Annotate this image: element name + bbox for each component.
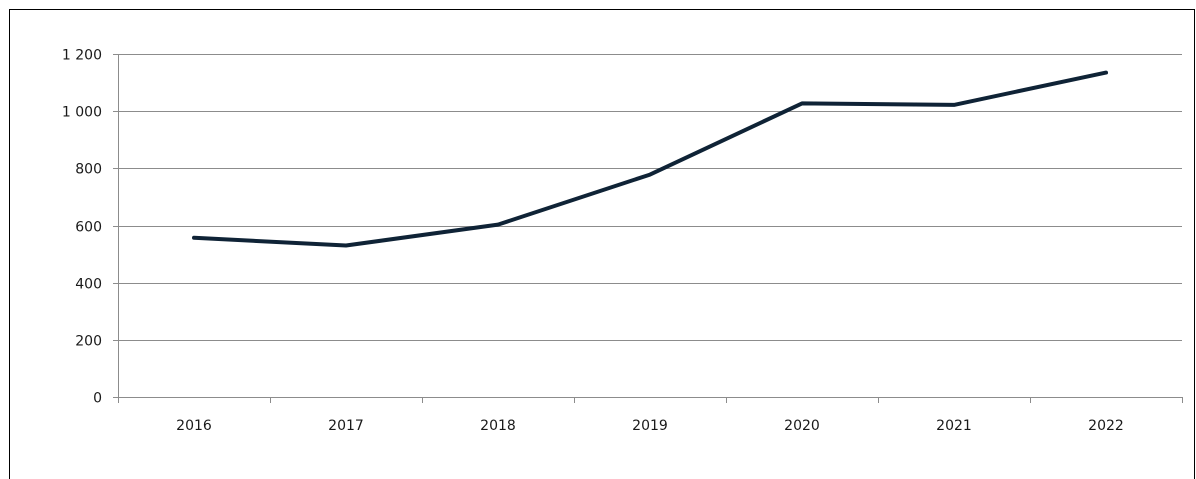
axes [113, 54, 1183, 403]
y-tick-label: 0 [93, 391, 102, 407]
series-group [192, 70, 1108, 248]
grid-lines [118, 54, 1182, 341]
y-tick-label: 200 [75, 334, 102, 350]
x-tick-label: 2016 [176, 418, 212, 434]
y-tick-label: 1 000 [62, 105, 102, 121]
x-tick-label: 2018 [480, 418, 516, 434]
x-tick-label: 2017 [328, 418, 364, 434]
y-tick-label: 600 [75, 220, 102, 236]
x-tick-label: 2019 [632, 418, 668, 434]
chart-frame [9, 9, 1195, 479]
x-tick-label: 2020 [784, 418, 820, 434]
x-tick-label: 2021 [936, 418, 972, 434]
x-tick-label: 2022 [1088, 418, 1124, 434]
y-tick-label: 400 [75, 277, 102, 293]
y-tick-label: 800 [75, 162, 102, 178]
y-tick-labels: 0 200 400 600 800 1 000 1 200 [62, 48, 102, 407]
x-tick-labels: 2016 2017 2018 2019 2020 2021 2022 [176, 418, 1124, 434]
y-tick-label: 1 200 [62, 48, 102, 64]
series-line [192, 70, 1108, 248]
